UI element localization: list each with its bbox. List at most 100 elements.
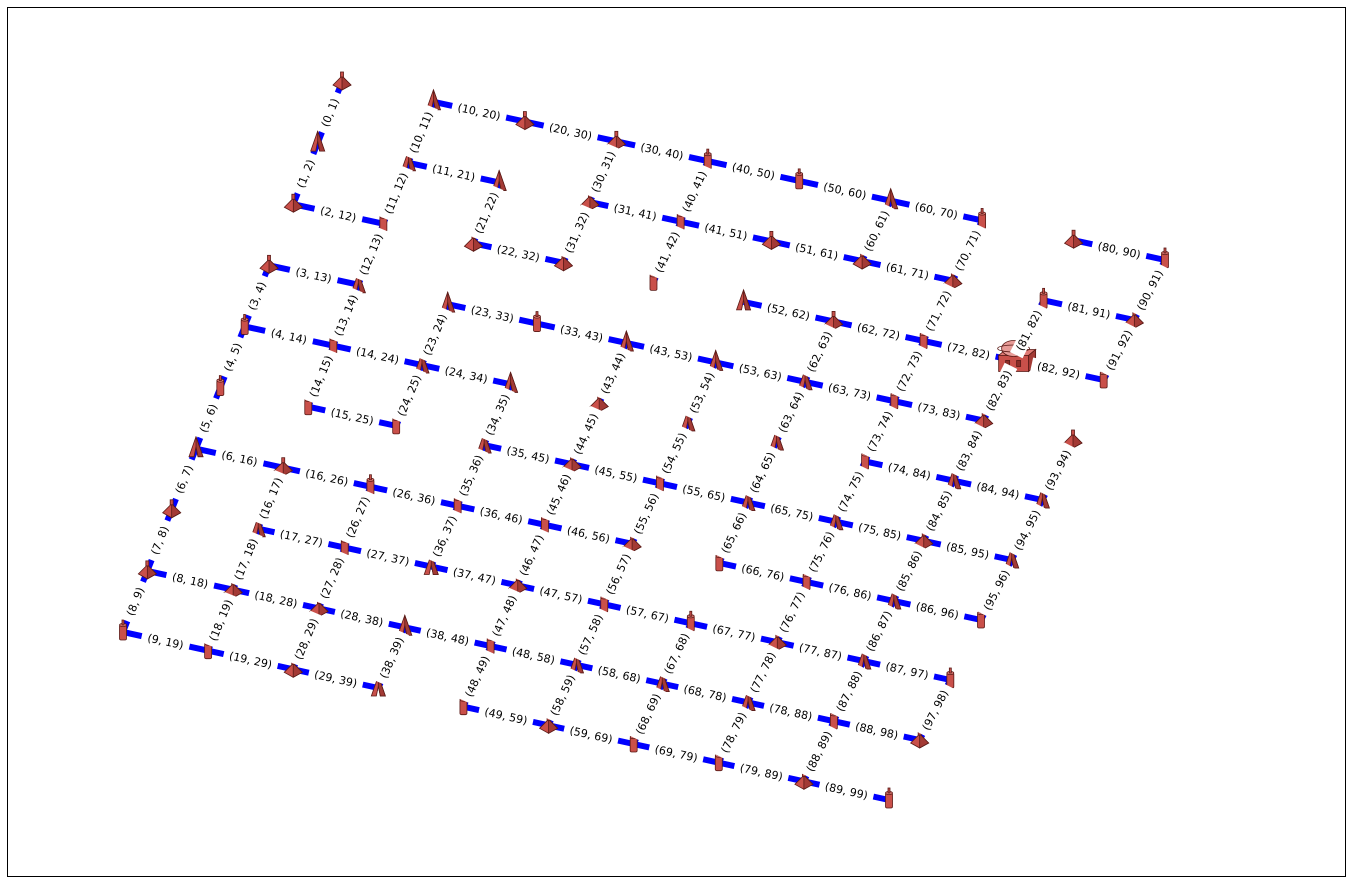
edge-label-group: (77, 78) [744, 644, 782, 701]
edge-label: (24, 25) [395, 373, 424, 418]
edge-label-group: (74, 75) [832, 463, 869, 520]
edge-label-background [950, 422, 988, 479]
edge-label-group: (12, 13) [353, 226, 388, 283]
edge-label-group: (61, 71) [879, 258, 936, 284]
edge-label: (87, 88) [834, 669, 865, 714]
edge-label-group: (84, 85) [920, 482, 958, 539]
edge-label: (67, 68) [662, 631, 692, 676]
edge-label: (59, 69) [568, 724, 613, 746]
edge-label-background [788, 238, 846, 264]
edge-label: (73, 74) [865, 409, 896, 454]
edge-label-background [145, 518, 174, 563]
edge-label: (72, 73) [894, 349, 925, 394]
edge-label-group: (30, 40) [633, 138, 691, 164]
edge-label-background [861, 403, 899, 460]
edge-label-background [469, 184, 504, 241]
edge-label-background [323, 403, 381, 430]
edge-label: (86, 96) [915, 600, 960, 622]
edge-label-background [940, 338, 998, 364]
edge-label-background [349, 342, 407, 369]
edge-label-group: (27, 37) [359, 544, 417, 570]
edge-label: (73, 83) [916, 400, 961, 422]
edge-label: (57, 58) [576, 612, 606, 657]
edge-label: (30, 31) [589, 149, 618, 194]
edge-label-group: (17, 27) [272, 525, 330, 551]
edge-label-background [590, 661, 648, 687]
node-59-cone-icon [538, 714, 559, 735]
edge-label-background [450, 98, 508, 125]
edge-label: (26, 27) [344, 495, 373, 540]
edge-label: (78, 88) [768, 701, 813, 723]
edge-label-background [1030, 357, 1088, 383]
edge-label-group: (94, 95) [1008, 502, 1046, 558]
node-51-cone-icon [761, 230, 782, 251]
edge-label-group: (63, 64) [772, 384, 809, 440]
edge-label-background [675, 480, 733, 506]
edge-label: (75, 85) [857, 521, 902, 543]
edge-label-background [567, 405, 604, 462]
edge-label-group: (11, 21) [425, 159, 483, 186]
edge-label-group: (40, 41) [676, 163, 712, 220]
edge-label-group: (29, 39) [307, 665, 365, 692]
edge-labels-layer: (0, 1) (1, 2) (2, 12) (3, 4) (3, 13) (4, 5) (4… [120, 90, 1169, 804]
edge-label: (78, 79) [718, 710, 749, 755]
edge-label-group: (38, 39) [374, 629, 409, 686]
edge-label: (64, 65) [747, 450, 777, 495]
edge-label-group: (82, 92) [1030, 357, 1088, 383]
node-3-cone-icon [259, 254, 279, 275]
edge-label-group: (59, 69) [562, 721, 620, 748]
node-50-cylinder-icon [795, 168, 804, 190]
edge-label: (76, 77) [777, 590, 808, 635]
edge-label-group: (81, 91) [1060, 297, 1118, 323]
edge-label-group: (48, 58) [505, 642, 562, 669]
edge-label-background [218, 334, 247, 380]
edge-label-group: (46, 47) [513, 527, 549, 584]
edge-label: (85, 95) [945, 540, 990, 562]
edge-label-group: (73, 83) [910, 398, 968, 424]
edge-label-background [1090, 237, 1148, 263]
edge-label-group: (57, 67) [619, 601, 676, 627]
edge-label-group: (74, 84) [880, 458, 938, 484]
edge-label-group: (68, 69) [629, 685, 667, 742]
edge-label-group: (86, 96) [908, 597, 966, 624]
edge-label: (83, 84) [954, 428, 985, 473]
edge-label-background [830, 663, 868, 719]
edge-label-group: (78, 79) [715, 704, 752, 761]
edge-label: (53, 63) [738, 362, 783, 384]
edge-label: (41, 42) [653, 230, 683, 275]
edge-label-group: (36, 46) [472, 502, 530, 529]
edge-label-background [560, 521, 617, 548]
edge-label-background [477, 703, 535, 729]
edge-label-group: (87, 97) [878, 657, 936, 684]
edge-label-background [214, 446, 265, 471]
edge-label-background [263, 324, 315, 349]
edge-label-group: (95, 96) [977, 562, 1016, 618]
edge-label-group: (55, 65) [675, 480, 733, 506]
edge-label: (23, 24) [421, 312, 450, 357]
edge-label: (89, 99) [824, 780, 869, 802]
edge-label-background [832, 463, 869, 520]
edge-label-background [572, 606, 609, 663]
edge-label: (9, 19) [146, 632, 185, 653]
edge-label-group: (79, 89) [732, 759, 790, 785]
node-40-cylinder-icon [703, 148, 712, 170]
edge-label-group: (83, 84) [950, 422, 988, 479]
edge-label-background [655, 425, 692, 482]
edge-label: (46, 56) [566, 524, 611, 546]
edge-label: (29, 39) [313, 668, 358, 690]
edge-label-background [619, 601, 676, 627]
edge-label-background [472, 502, 530, 529]
edge-label: (22, 32) [496, 243, 541, 265]
node-70-cylinder-icon [978, 208, 987, 229]
edge-label: (31, 41) [612, 201, 657, 223]
edge-label-background [553, 320, 611, 346]
edge-label: (58, 59) [548, 673, 578, 718]
edge-label-background [489, 240, 547, 266]
edge-label-group: (86, 87) [860, 603, 898, 659]
node-80-cone-icon [1063, 229, 1084, 249]
edge-label-background [939, 537, 997, 564]
edge-label-background [307, 665, 365, 692]
edge-label: (56, 57) [604, 552, 634, 597]
edge-label-background [773, 584, 811, 640]
edge-label: (79, 89) [739, 761, 784, 783]
